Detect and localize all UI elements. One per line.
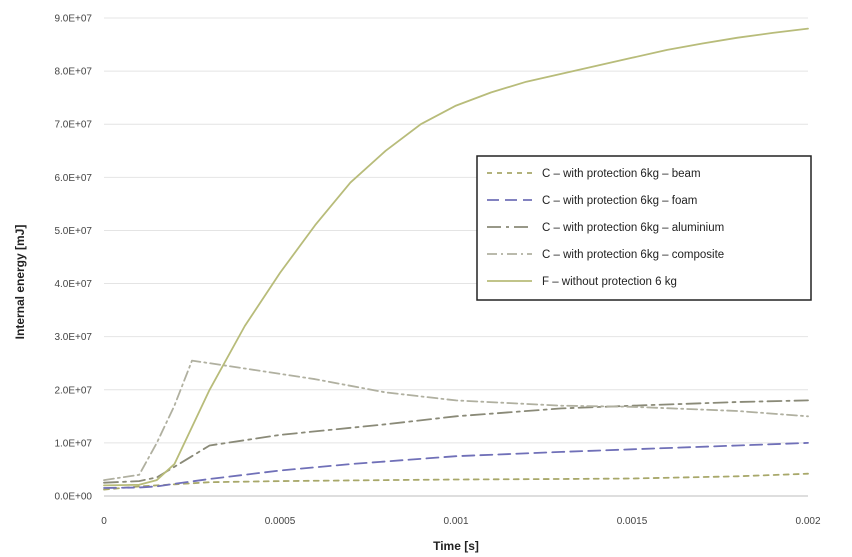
legend-label-1: C – with protection 6kg – beam [542, 168, 701, 180]
x-tick-label: 0.001 [443, 516, 468, 527]
legend-label-5: F – without protection 6 kg [542, 276, 677, 288]
y-tick-label: 9.0E+07 [54, 14, 92, 25]
series-line-3 [103, 399, 809, 484]
series-line-5 [103, 27, 809, 487]
y-tick-label: 2.0E+07 [54, 385, 92, 396]
y-tick-label: 8.0E+07 [54, 67, 92, 78]
legend-label-3: C – with protection 6kg – aluminium [542, 222, 724, 234]
y-tick-label: 4.0E+07 [54, 279, 92, 290]
legend-label-4: C – with protection 6kg – composite [542, 249, 724, 261]
y-tick-label: 0.0E+00 [54, 492, 92, 503]
x-tick-label: 0.0005 [265, 516, 296, 527]
series-lines [103, 27, 809, 491]
x-tick-label: 0.002 [795, 516, 820, 527]
y-tick-label: 6.0E+07 [54, 173, 92, 184]
grid-lines [104, 17, 808, 444]
series-line-4 [103, 359, 809, 481]
legend: C – with protection 6kg – beam C – with p… [476, 155, 812, 301]
x-tick-label: 0 [101, 516, 107, 527]
x-axis-title: Time [s] [433, 539, 479, 553]
legend-label-2: C – with protection 6kg – foam [542, 195, 697, 207]
legend-items: C – with protection 6kg – beam C – with p… [487, 168, 724, 288]
x-tick-label: 0.0015 [617, 516, 648, 527]
series-line-1 [103, 472, 809, 491]
y-tick-labels: 0.0E+00 1.0E+07 2.0E+07 3.0E+07 4.0E+07 5.0E+… [54, 14, 92, 503]
y-axis-title: Internal energy [mJ] [13, 225, 27, 340]
y-tick-label: 1.0E+07 [54, 438, 92, 449]
x-tick-labels: 0 0.0005 0.001 0.0015 0.002 [101, 516, 821, 527]
y-tick-label: 7.0E+07 [54, 120, 92, 131]
y-tick-label: 5.0E+07 [54, 226, 92, 237]
y-tick-label: 3.0E+07 [54, 332, 92, 343]
series-line-2 [103, 442, 809, 489]
legend-box [476, 155, 812, 301]
